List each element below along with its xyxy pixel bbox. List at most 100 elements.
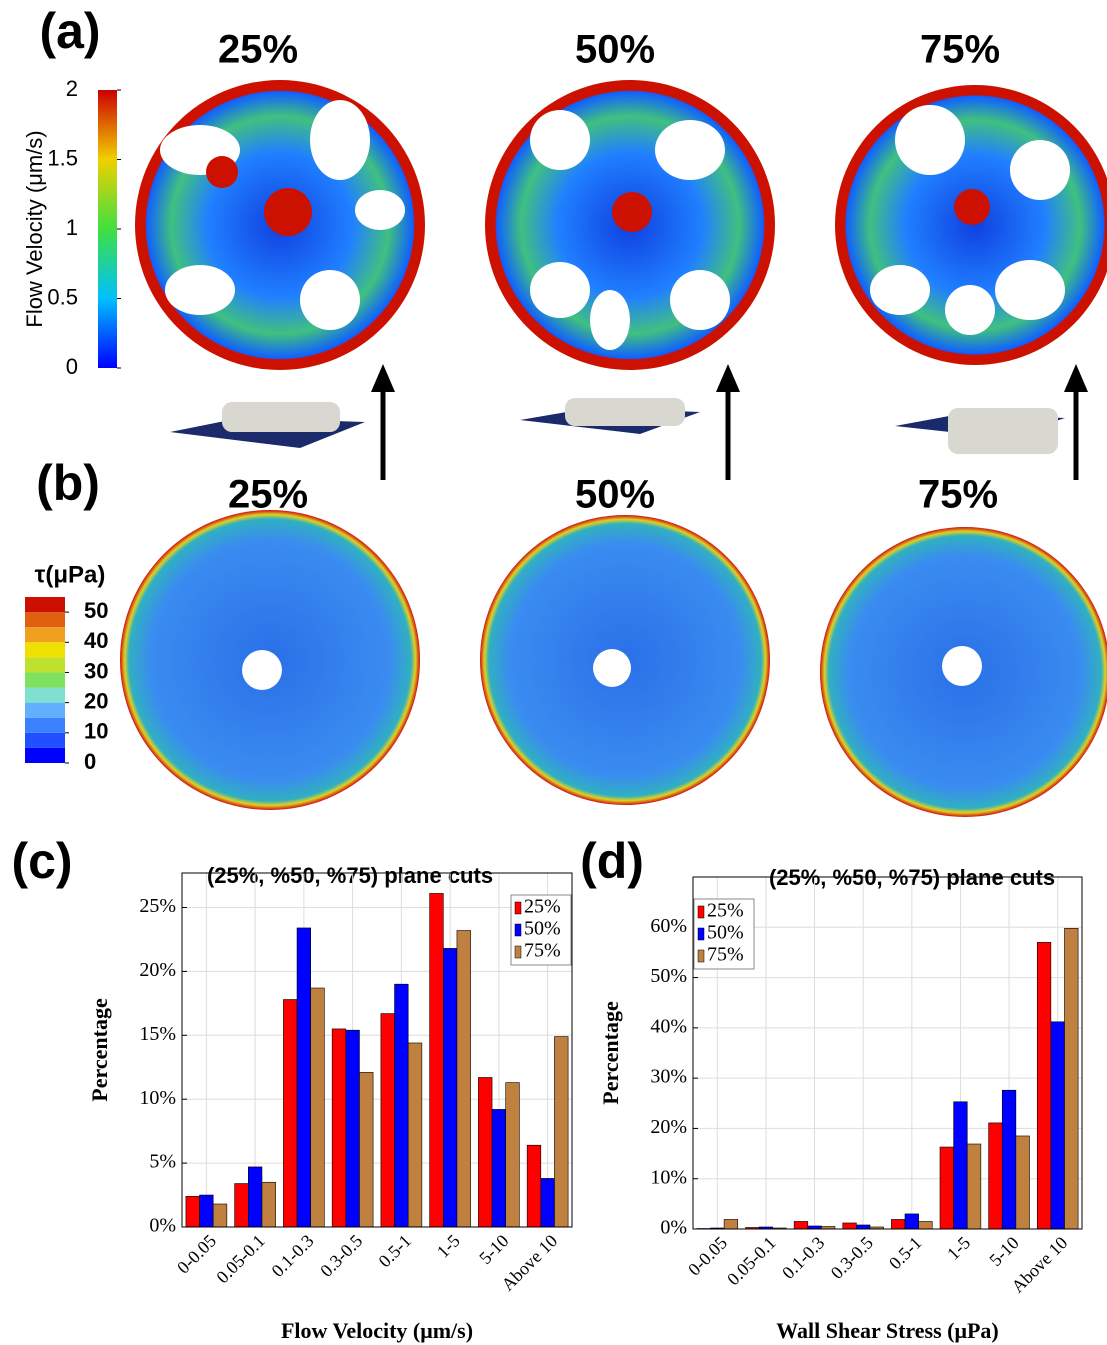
x-tick-label: 5-10 [985,1233,1022,1270]
colorbar-step [25,597,65,613]
legend-label: 75% [524,940,561,962]
plot-frame [181,872,573,1228]
bar [248,1166,263,1228]
colorbar-step [25,747,65,763]
bar [723,1219,739,1230]
bar [918,1221,933,1230]
x-tick-label: 0.1-0.3 [267,1231,317,1281]
legend-label: 75% [707,944,744,966]
y-tick-label: 20% [139,959,176,981]
colorbar-tick-label: 0.5 [47,284,78,309]
colorbar-step [25,717,65,733]
x-tick-label: 0-0.05 [684,1233,731,1280]
x-tick-label: 1-5 [943,1233,974,1264]
y-tick-label: 0% [149,1215,176,1237]
panel-label: (c) [11,833,72,889]
panel-label: (d) [580,833,644,889]
bar [966,1143,982,1230]
slice-title: 25% [218,28,298,72]
x-tick-label: 0.5-1 [885,1233,926,1274]
legend-swatch [514,945,522,959]
bar [554,1036,569,1228]
colorbar-tick-label: 1.5 [47,145,78,170]
bar [1001,1089,1017,1230]
bar [1015,1135,1030,1230]
bar [199,1194,214,1228]
colorbar-tick-label: 2 [66,76,78,101]
x-axis-label: Wall Shear Stress (μPa) [776,1318,999,1343]
bar [331,1028,347,1228]
bar [429,893,444,1228]
bar [856,1224,871,1230]
bar [283,999,298,1228]
y-tick-label: 25% [139,895,176,917]
y-tick-label: 5% [149,1151,176,1173]
bar [359,1072,374,1228]
y-tick-label: 50% [650,965,687,987]
arrows [371,364,1088,480]
panel-label: (b) [36,455,100,511]
bar [261,1181,276,1228]
colorbar-step [25,642,65,658]
bar [394,983,409,1228]
y-tick-label: 30% [650,1066,687,1088]
legend-label: 50% [707,922,744,944]
slice-title: 25% [228,473,308,517]
colorbar-step [25,702,65,718]
colorbar-label: τ(μPa) [35,561,106,588]
bar [456,930,471,1228]
legend-label: 25% [524,896,561,918]
bar [1064,927,1079,1230]
bar [988,1122,1003,1230]
y-tick-label: 60% [650,915,687,937]
bar [1050,1021,1065,1230]
colorbar [98,90,117,368]
colorbar-label: Flow Velocity (μm/s) [22,130,47,327]
bar [891,1219,906,1230]
colorbar-tick-label: 1 [66,215,78,240]
bar [185,1196,200,1228]
y-axis-label: Percentage [87,998,112,1102]
legend-swatch [697,927,705,941]
colorbar-tick-label: 20 [84,688,108,713]
colorbar-step [25,732,65,748]
bar [1036,942,1052,1230]
bar [540,1178,555,1228]
colorbar-tick-label: 50 [84,598,108,623]
legend-swatch [697,949,705,963]
x-tick-label: 5-10 [475,1231,512,1268]
bar [345,1029,360,1228]
pores [160,100,1070,350]
colorbar-tick-label: 10 [84,719,108,744]
x-tick-label: 0-0.05 [173,1231,220,1278]
illustrations [120,80,1107,817]
x-tick-label: 0.3-0.5 [316,1231,366,1281]
colorbar-tick-label: 0 [84,749,96,774]
y-tick-label: 20% [650,1116,687,1138]
y-tick-label: 0% [660,1217,687,1239]
slice-title: 50% [575,28,655,72]
bar [953,1101,968,1230]
bar [793,1221,809,1230]
colorbar-step [25,687,65,703]
bar [212,1203,228,1228]
central-pore [206,156,990,236]
y-tick-label: 40% [650,1015,687,1037]
legend-swatch [514,901,522,915]
bar [939,1146,954,1230]
colorbar-tick-label: 40 [84,628,108,653]
colorbar-tick-label: 30 [84,658,108,683]
y-tick-label: 10% [650,1166,687,1188]
x-tick-label: 1-5 [433,1231,464,1262]
x-tick-label: 0.05-0.1 [723,1233,780,1290]
colorbar-tick-label: 0 [66,354,78,379]
plot-frame [692,876,1083,1230]
bar [407,1042,423,1228]
bar [491,1109,506,1228]
x-tick-label: 0.1-0.3 [778,1233,828,1283]
legend-label: 50% [524,918,561,940]
y-tick-label: 15% [139,1023,176,1045]
bar [904,1213,919,1230]
slice-title: 75% [920,28,1000,72]
